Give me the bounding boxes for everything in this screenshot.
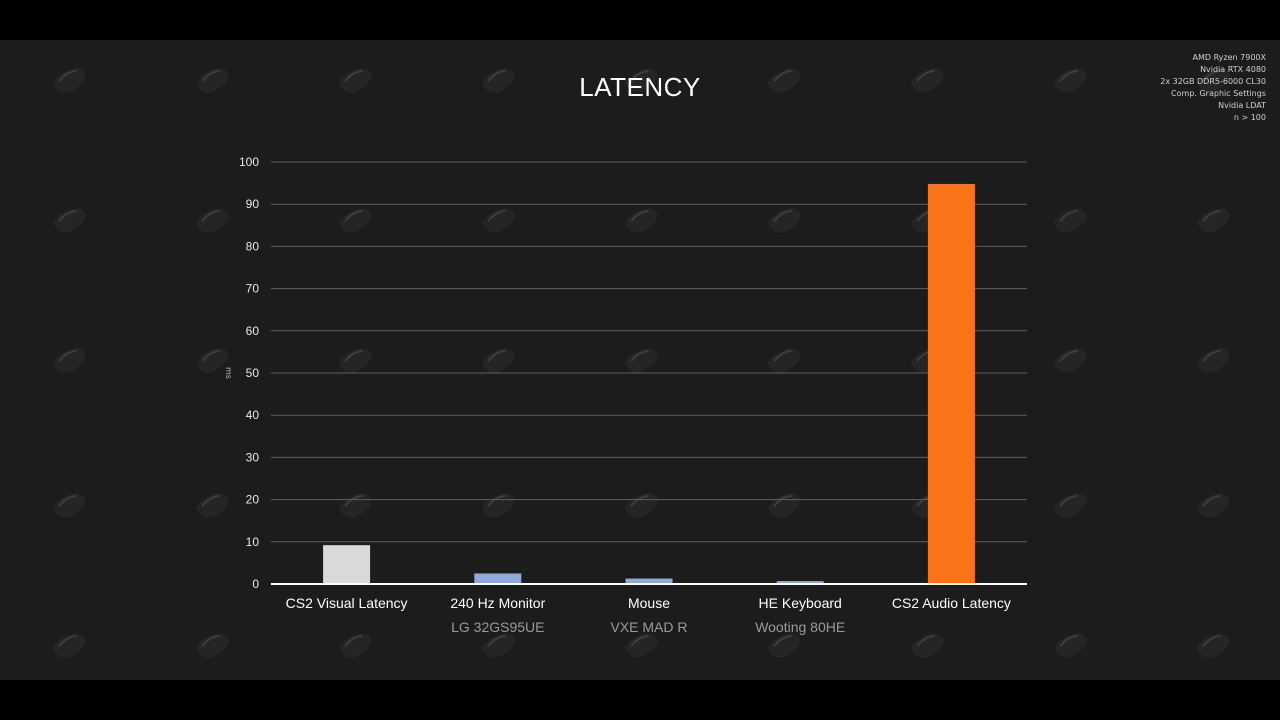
y-axis-label: ms <box>224 367 233 379</box>
watermark-logo <box>339 633 373 658</box>
watermark-logo <box>482 633 516 658</box>
spec-cpu: AMD Ryzen 7900X <box>1192 53 1266 62</box>
watermark-logo <box>625 633 659 658</box>
watermark-logo <box>196 633 230 658</box>
watermark-logo <box>768 348 802 373</box>
y-tick-label: 20 <box>246 493 260 507</box>
watermark-logo <box>1054 493 1088 518</box>
watermark-logo <box>1197 493 1231 518</box>
watermark-logo <box>768 633 802 658</box>
watermark-logo <box>196 348 230 373</box>
watermark-logo <box>911 633 945 658</box>
bar <box>323 545 371 584</box>
watermark-logo <box>196 493 230 518</box>
y-tick-label: 80 <box>246 239 260 253</box>
bar <box>625 578 673 584</box>
watermark-logo <box>339 68 373 93</box>
watermark-logo <box>53 493 87 518</box>
category-label: 240 Hz Monitor <box>450 595 545 611</box>
watermark-logo <box>482 68 516 93</box>
watermark-logo <box>196 68 230 93</box>
watermark-logo <box>1054 208 1088 233</box>
watermark-logo <box>53 348 87 373</box>
y-tick-label: 60 <box>246 324 260 338</box>
watermark-logo <box>1197 348 1231 373</box>
y-tick-label: 50 <box>246 366 260 380</box>
test-system-specs: AMD Ryzen 7900X Nvidia RTX 4080 2x 32GB … <box>1160 52 1266 124</box>
spec-gpu: Nvidia RTX 4080 <box>1200 65 1266 74</box>
bar-chart: 0 10 20 30 40 50 60 70 80 90 100 ms CS2 Visual Laten… <box>224 155 1027 635</box>
y-tick-label: 90 <box>246 197 260 211</box>
y-tick-label: 40 <box>246 408 260 422</box>
watermark-logo <box>482 208 516 233</box>
watermark-logo <box>339 348 373 373</box>
watermark-logo <box>768 208 802 233</box>
y-tick-label: 30 <box>246 450 260 464</box>
watermark-logo <box>482 348 516 373</box>
bar <box>474 573 522 584</box>
watermark-logo <box>625 348 659 373</box>
watermark-logo <box>625 68 659 93</box>
watermark-logo <box>1054 633 1088 658</box>
category-label: CS2 Visual Latency <box>286 595 408 611</box>
spec-settings: Comp. Graphic Settings <box>1171 89 1266 98</box>
spec-measurement-tool: Nvidia LDAT <box>1218 101 1266 110</box>
watermark-logo <box>1054 348 1088 373</box>
y-tick-label: 100 <box>239 155 259 169</box>
category-label: Mouse <box>628 595 670 611</box>
watermark-logo <box>1054 68 1088 93</box>
watermark-logo <box>1197 68 1231 93</box>
watermark-logo <box>625 208 659 233</box>
watermark-logo <box>1197 633 1231 658</box>
watermark-logo <box>53 633 87 658</box>
chart-title: LATENCY <box>579 72 701 102</box>
y-tick-label: 70 <box>246 282 260 296</box>
watermark-logo <box>911 68 945 93</box>
bar <box>927 183 975 584</box>
category-sublabel: Wooting 80HE <box>755 619 845 635</box>
watermark-logo <box>53 208 87 233</box>
y-tick-label: 0 <box>252 577 259 591</box>
watermark-logo <box>53 68 87 93</box>
watermark-logo <box>768 68 802 93</box>
spec-sample-size: n > 100 <box>1233 113 1266 122</box>
watermark-logo <box>339 208 373 233</box>
watermark-logo <box>196 208 230 233</box>
watermark-logo <box>1197 208 1231 233</box>
category-label: HE Keyboard <box>759 595 842 611</box>
y-tick-label: 10 <box>246 535 260 549</box>
category-label: CS2 Audio Latency <box>892 595 1011 611</box>
bar <box>776 581 824 584</box>
category-sublabel: VXE MAD R <box>610 619 687 635</box>
spec-ram: 2x 32GB DDR5-6000 CL30 <box>1160 77 1266 86</box>
category-sublabel: LG 32GS95UE <box>451 619 544 635</box>
chart-canvas: LATENCY AMD Ryzen 7900X Nvidia RTX 4080 … <box>0 40 1280 680</box>
